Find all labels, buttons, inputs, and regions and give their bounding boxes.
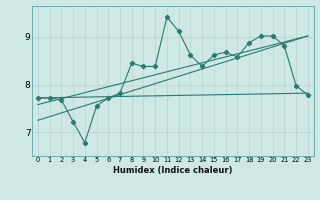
X-axis label: Humidex (Indice chaleur): Humidex (Indice chaleur)	[113, 166, 233, 175]
